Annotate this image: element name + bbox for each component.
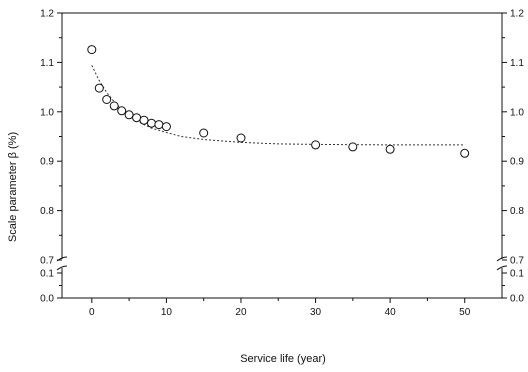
x-axis-title: Service life (year) xyxy=(240,353,326,365)
series-layer xyxy=(87,45,470,158)
y-tick-label-left: 0.8 xyxy=(40,206,54,217)
y-axis-title: Scale parameter β (%) xyxy=(7,132,19,242)
data-point xyxy=(132,113,142,123)
axis-break-left-lower xyxy=(56,265,68,271)
data-point xyxy=(102,95,112,104)
y-tick-label-left: 0.1 xyxy=(40,269,54,280)
x-tick-label: 10 xyxy=(161,307,173,318)
plot-frame xyxy=(56,12,508,299)
x-tick-label: 50 xyxy=(459,307,471,318)
fit-curve xyxy=(91,65,465,146)
y-tick-label-right: 1.0 xyxy=(510,107,524,118)
x-tick-label: 20 xyxy=(235,307,247,318)
axis-break-right-lower xyxy=(496,265,508,271)
data-point xyxy=(236,133,246,143)
y-tick-label-right: 1.1 xyxy=(510,58,524,69)
data-point xyxy=(460,148,470,158)
data-point xyxy=(124,110,134,120)
data-point xyxy=(94,83,104,93)
y-tick-label-left: 1.0 xyxy=(40,107,54,118)
data-point xyxy=(161,122,171,132)
y-tick-label-right: 0.8 xyxy=(510,206,524,217)
x-tick-label: 40 xyxy=(385,307,397,318)
y-tick-label-right: 1.2 xyxy=(510,9,524,20)
y-tick-label-left: 1.2 xyxy=(40,9,54,20)
data-point xyxy=(87,45,97,55)
tick-labels: 0 10 20 30 40 50 0.0 0.0 0.1 0.1 0.7 0.7 0.8 0.8 0.9 0.… xyxy=(40,9,524,319)
data-point xyxy=(147,118,156,128)
y-tick-label-left: 1.1 xyxy=(40,58,54,69)
data-point xyxy=(311,140,321,150)
data-point xyxy=(117,106,127,116)
axis-ticks xyxy=(57,12,507,303)
y-tick-label-right: 0.0 xyxy=(510,294,524,305)
x-tick-label: 30 xyxy=(310,307,322,318)
data-point xyxy=(199,128,209,138)
y-tick-label-right: 0.9 xyxy=(510,157,524,168)
axis-break-right-upper xyxy=(496,256,508,262)
y-tick-label-left: 0.9 xyxy=(40,157,54,168)
y-tick-label-right: 0.1 xyxy=(510,269,524,280)
data-point xyxy=(109,101,119,111)
y-tick-label-left: 0.0 xyxy=(40,294,54,305)
data-point xyxy=(385,144,395,154)
data-point xyxy=(154,120,164,130)
y-tick-label-left: 0.7 xyxy=(40,256,54,267)
data-point xyxy=(139,115,149,125)
y-tick-label-right: 0.7 xyxy=(510,256,524,267)
data-point xyxy=(348,142,358,152)
x-tick-label: 0 xyxy=(89,307,95,318)
